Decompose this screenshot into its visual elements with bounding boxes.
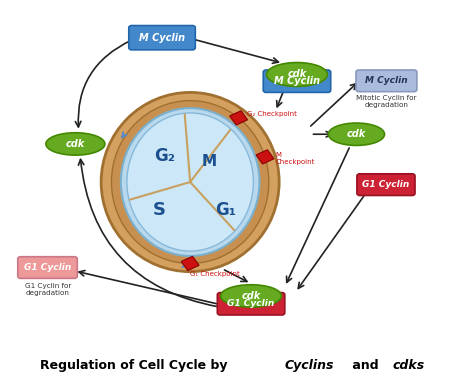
Text: cdks: cdks	[392, 359, 425, 371]
Ellipse shape	[46, 133, 105, 155]
Text: G1 Cyclin for
degradation: G1 Cyclin for degradation	[25, 283, 71, 296]
Ellipse shape	[121, 108, 259, 256]
Ellipse shape	[220, 285, 282, 307]
Bar	[229, 111, 247, 125]
Text: cdk: cdk	[241, 291, 261, 301]
Text: and: and	[348, 359, 383, 371]
Text: G1 Cyclin: G1 Cyclin	[228, 299, 274, 308]
Text: cdk: cdk	[287, 69, 307, 80]
FancyBboxPatch shape	[263, 70, 331, 92]
Text: cdk: cdk	[347, 129, 366, 139]
Text: S: S	[153, 201, 166, 219]
FancyBboxPatch shape	[18, 257, 77, 279]
FancyBboxPatch shape	[217, 293, 285, 315]
Ellipse shape	[101, 92, 279, 272]
FancyBboxPatch shape	[129, 25, 195, 50]
Text: Cyclins: Cyclins	[285, 359, 334, 371]
Text: M: M	[201, 154, 217, 169]
Text: G1 Cyclin: G1 Cyclin	[24, 263, 71, 272]
Text: Regulation of Cell Cycle by: Regulation of Cell Cycle by	[40, 359, 232, 371]
Text: G₁ Checkpoint: G₁ Checkpoint	[190, 271, 240, 277]
Text: cdk: cdk	[66, 139, 85, 149]
Text: G₁: G₁	[215, 201, 236, 219]
Ellipse shape	[266, 63, 328, 86]
Text: M Cyclin: M Cyclin	[274, 76, 320, 86]
Bar	[181, 256, 199, 271]
Ellipse shape	[328, 123, 384, 146]
Text: M Cyclin: M Cyclin	[365, 76, 408, 85]
Text: G₂: G₂	[154, 147, 175, 165]
Ellipse shape	[127, 113, 254, 251]
Text: M
Checkpoint: M Checkpoint	[275, 152, 315, 165]
Text: Mitotic Cyclin for
degradation: Mitotic Cyclin for degradation	[356, 95, 417, 108]
Text: G₂ Checkpoint: G₂ Checkpoint	[247, 111, 297, 117]
Text: G1 Cyclin: G1 Cyclin	[362, 180, 410, 189]
Bar	[256, 150, 274, 164]
Ellipse shape	[111, 100, 269, 263]
FancyBboxPatch shape	[357, 174, 415, 196]
FancyBboxPatch shape	[356, 70, 417, 92]
Text: M Cyclin: M Cyclin	[139, 33, 185, 43]
